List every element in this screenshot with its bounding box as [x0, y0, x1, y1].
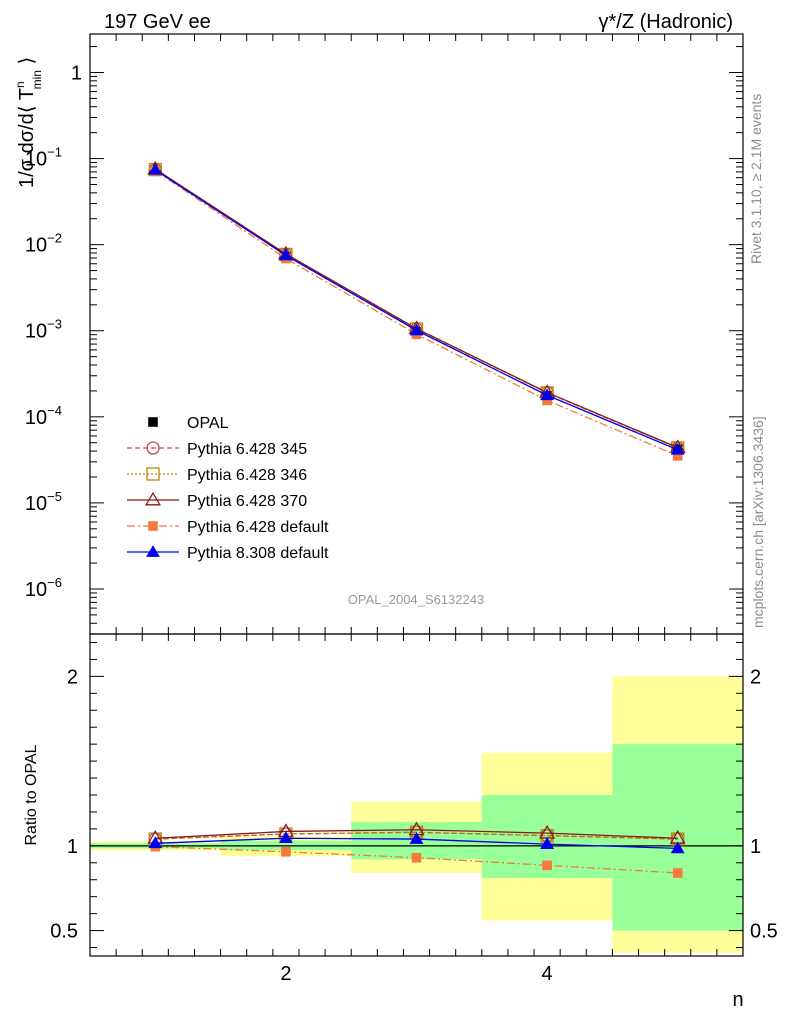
y-tick-label: 1	[67, 836, 78, 858]
series-line-p345	[155, 831, 678, 840]
series-line-p6def	[154, 170, 678, 457]
series-line-p345	[154, 169, 678, 449]
series-line-p370	[155, 829, 678, 839]
y-tick-label-exponent: −4	[47, 403, 62, 418]
ratio-y-axis-label: Ratio to OPAL	[23, 744, 40, 845]
data-point	[281, 846, 291, 857]
legend-label: Pythia 6.428 default	[187, 519, 329, 536]
y-tick-label: 2	[67, 666, 78, 688]
x-axis-label: n	[732, 989, 743, 1011]
data-point	[279, 248, 293, 261]
series-line-p346	[154, 169, 678, 449]
series-line-p370	[154, 168, 678, 449]
data-point	[148, 417, 158, 427]
y-tick-label: 10−6	[25, 575, 62, 601]
legend: OPAL Pythia 6.428 345 Pythia 6.428 346 Pyth…	[127, 415, 329, 562]
y-tick-label: 10−1	[25, 145, 62, 171]
main-series	[147, 160, 686, 461]
data-point	[146, 467, 160, 481]
data-point	[146, 441, 160, 455]
data-point	[670, 841, 685, 854]
y-tick-label: 10−4	[25, 403, 62, 429]
y-tick-label-right: 2	[750, 666, 761, 688]
y-tick-label-base: 10	[25, 321, 47, 343]
data-point	[148, 521, 158, 531]
y-tick-label-right: 0.5	[750, 921, 778, 943]
mcplots-credit-label: mcplots.cern.ch [arXiv:1306.3436]	[750, 416, 766, 628]
y-tick-label-exponent: −6	[47, 575, 62, 590]
legend-label: Pythia 8.308 default	[187, 545, 329, 562]
main-y-axis-label: 1/σ dσ/d⟨ Tn min ⟩	[13, 57, 44, 188]
data-point	[542, 860, 552, 871]
data-point	[542, 395, 552, 406]
ratio-plot-frame	[89, 633, 744, 957]
legend-label: OPAL	[187, 415, 229, 432]
data-point	[144, 491, 162, 506]
ratio-uncertainty-bands	[90, 676, 743, 953]
y-tick-label-base: 10	[25, 407, 47, 429]
ratio-series	[90, 821, 743, 878]
y-tick-label-base: 10	[25, 579, 47, 601]
y-tick-label: 10−2	[25, 231, 62, 257]
data-point	[540, 388, 554, 401]
series-line-p8def	[154, 169, 678, 451]
y-tick-label-exponent: −2	[47, 231, 62, 246]
data-point	[540, 837, 554, 849]
y-tick-label-base: 10	[25, 149, 47, 171]
y-tick-label: 0.5	[50, 921, 78, 943]
data-point	[409, 832, 424, 844]
legend-label: Pythia 6.428 370	[187, 493, 307, 510]
band-inner	[612, 744, 743, 931]
y-tick-label: 10−5	[25, 489, 62, 515]
data-point	[411, 852, 422, 863]
header-left-label: 197 GeV ee	[104, 11, 211, 33]
y-tick-label: 1	[71, 62, 82, 84]
data-point	[148, 163, 163, 175]
rivet-version-label: Rivet 3.1.10, ≥ 2.1M events	[748, 94, 764, 264]
y-tick-label-right: 1	[750, 836, 761, 858]
y-tick-label-exponent: −5	[47, 489, 62, 504]
main-panel-ticks: 110−110−210−310−410−510−6	[25, 34, 744, 641]
data-point	[672, 868, 683, 878]
legend-label: Pythia 6.428 346	[187, 467, 307, 484]
y-tick-label-exponent: −1	[47, 145, 62, 160]
data-point	[672, 451, 683, 461]
data-point	[279, 831, 293, 844]
data-point	[148, 836, 163, 849]
data-point	[670, 442, 685, 455]
y-tick-label-base: 10	[25, 493, 47, 515]
legend-label: Pythia 6.428 345	[187, 441, 307, 458]
data-point	[409, 323, 424, 336]
data-point	[146, 545, 160, 557]
x-tick-label: 4	[542, 963, 553, 985]
y-tick-label-exponent: −3	[47, 317, 62, 332]
header-right-label: γ*/Z (Hadronic)	[599, 11, 733, 33]
x-tick-label: 2	[280, 963, 291, 985]
y-tick-label: 10−3	[25, 317, 62, 343]
watermark-analysis-id: OPAL_2004_S6132243	[348, 592, 484, 607]
y-tick-label-base: 10	[25, 235, 47, 257]
